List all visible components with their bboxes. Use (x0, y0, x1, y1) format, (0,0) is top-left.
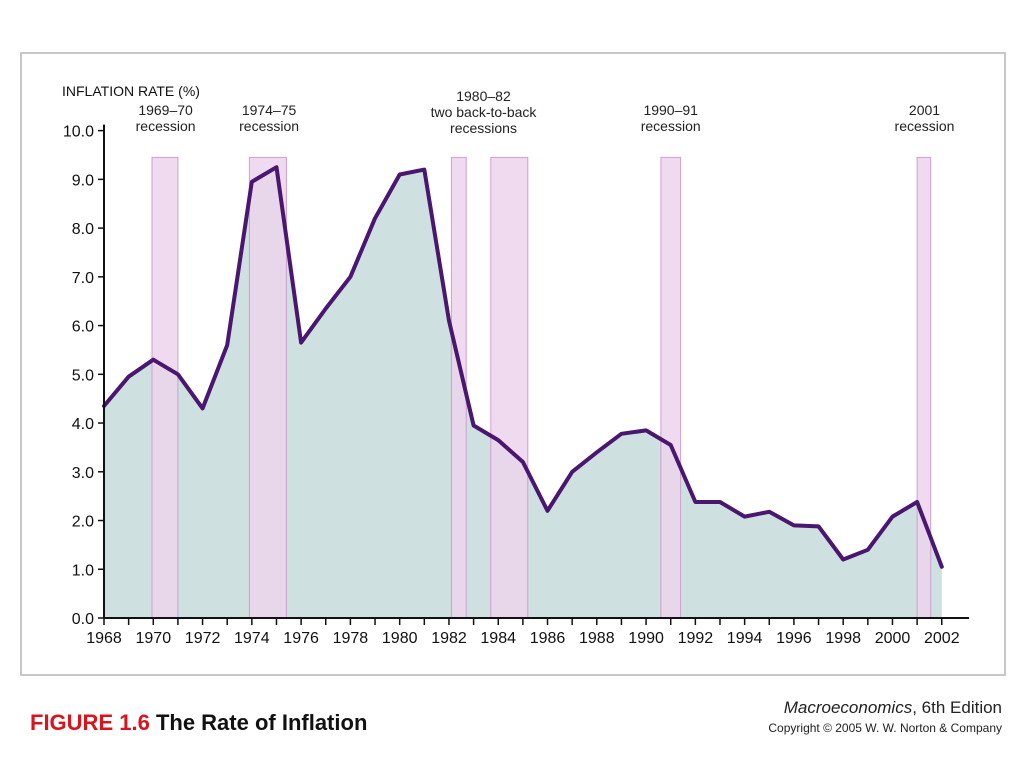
x-tick-label: 1988 (579, 630, 615, 647)
y-tick-label: 9.0 (72, 172, 94, 189)
figure-number: FIGURE 1.6 (30, 710, 150, 735)
recession-band (916, 156, 932, 619)
figure-title: The Rate of Inflation (155, 710, 368, 735)
recession-label: 1980–82 (456, 88, 511, 104)
recession-label: 2001 (909, 102, 940, 118)
y-tick-label: 0.0 (72, 611, 94, 628)
recession-band (248, 156, 287, 619)
figure-caption: FIGURE 1.6 The Rate of Inflation (30, 710, 367, 736)
recession-label: 1969–70 (138, 102, 193, 118)
recession-label: recessions (450, 120, 517, 136)
y-tick-label: 3.0 (72, 465, 94, 482)
book-copyright: Copyright © 2005 W. W. Norton & Company (768, 721, 1002, 735)
inflation-line (102, 165, 944, 569)
book-edition: , 6th Edition (912, 698, 1002, 717)
x-tick-label: 2000 (875, 630, 911, 647)
inflation-chart: 1969–70recession1974–75recession1980–82t… (62, 83, 969, 647)
book-title: Macroeconomics (783, 698, 913, 717)
recession-label: recession (136, 118, 196, 134)
inflation-area (104, 167, 942, 618)
x-tick-label: 1978 (333, 630, 369, 647)
x-tick-label: 1992 (678, 630, 714, 647)
x-tick-label: 1998 (825, 630, 861, 647)
recession-label: recession (641, 118, 701, 134)
recession-band (490, 156, 529, 619)
x-tick-label: 1990 (628, 630, 664, 647)
y-tick-label: 4.0 (72, 416, 94, 433)
recession-label: recession (239, 118, 299, 134)
x-tick-label: 1994 (727, 630, 763, 647)
y-tick-label: 6.0 (72, 319, 94, 336)
chart-frame: 1969–70 recession 1974–75 recession 1980–82 t… (20, 52, 1006, 676)
x-tick-label: 1968 (86, 630, 122, 647)
x-tick-label: 1970 (136, 630, 172, 647)
y-axis-title: INFLATION RATE (%) (62, 83, 200, 99)
y-tick-label: 7.0 (72, 270, 94, 287)
recession-band (151, 156, 179, 619)
x-tick-label: 1972 (185, 630, 221, 647)
y-tick-label: 1.0 (72, 562, 94, 579)
x-tick-label: 1984 (480, 630, 516, 647)
y-tick-label: 2.0 (72, 514, 94, 531)
recession-label: two back-to-back (431, 104, 538, 120)
x-tick-label: 1996 (776, 630, 812, 647)
x-tick-label: 1982 (431, 630, 467, 647)
recession-label: recession (895, 118, 955, 134)
x-tick-label: 1974 (234, 630, 270, 647)
y-tick-label: 5.0 (72, 367, 94, 384)
recession-label: 1990–91 (643, 102, 698, 118)
x-tick-label: 1976 (283, 630, 319, 647)
x-tick-label: 2002 (924, 630, 960, 647)
x-tick-label: 1980 (382, 630, 418, 647)
y-tick-label: 10.0 (63, 124, 94, 141)
book-credit: Macroeconomics, 6th Edition Copyright © … (768, 698, 1002, 735)
recession-band (660, 156, 682, 619)
y-tick-label: 8.0 (72, 221, 94, 238)
recession-label: 1974–75 (242, 102, 297, 118)
x-tick-label: 1986 (530, 630, 566, 647)
